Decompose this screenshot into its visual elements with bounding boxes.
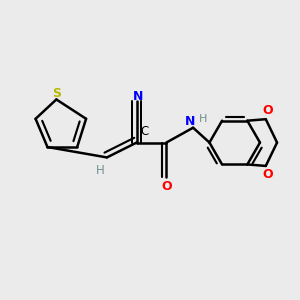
Text: O: O [161,180,172,193]
Text: O: O [262,168,273,181]
Text: C: C [141,125,149,138]
Text: S: S [52,87,61,100]
Text: N: N [133,90,143,103]
Text: N: N [185,115,195,128]
Text: H: H [198,114,207,124]
Text: O: O [262,104,273,117]
Text: H: H [96,164,105,177]
